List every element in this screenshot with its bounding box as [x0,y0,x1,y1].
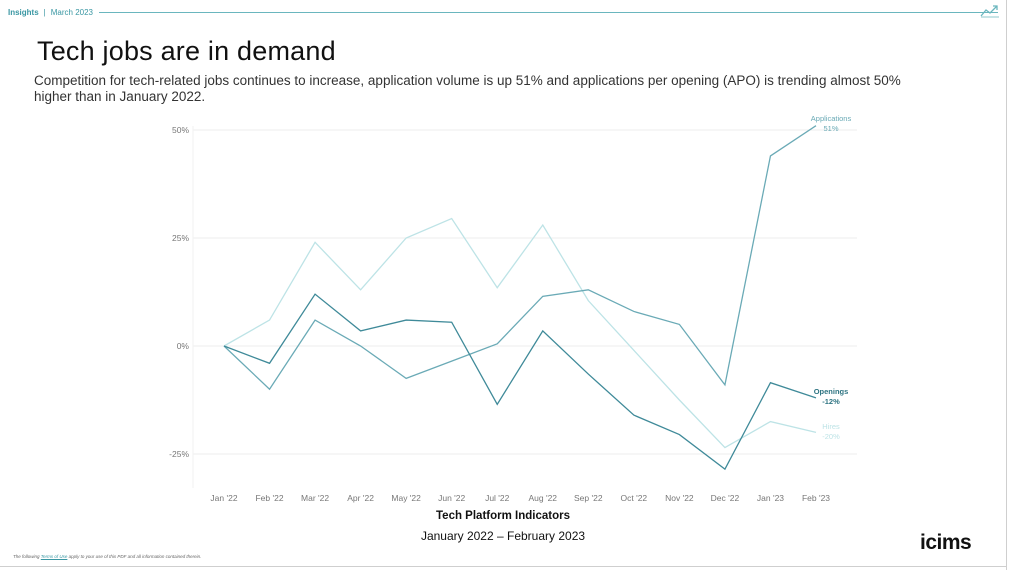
chart-subtitle: January 2022 – February 2023 [420,529,586,543]
header-separator: | [43,7,46,17]
chart-title: Tech Platform Indicators [436,510,570,522]
x-tick-label: Sep '22 [574,493,603,503]
footer-prefix: The following [13,554,40,559]
y-tick-label: 25% [172,233,189,243]
series-value-hires: -20% [822,432,840,441]
x-tick-label: Aug '22 [528,493,557,503]
x-tick-label: May '22 [391,493,421,503]
x-tick-label: Apr '22 [347,493,374,503]
brand-label: Insights [8,7,39,17]
series-line-openings [223,293,817,471]
frame-border-right [1006,0,1007,570]
terms-of-use-link[interactable]: Terms of Use [40,554,68,559]
icims-logo: icims [920,531,972,554]
footer-note: The following Terms of Use apply to your… [13,554,201,559]
line-chart: 50% 25% 0% -25% Jan '22 Feb '22 Mar '22 Apr '22… [169,114,857,503]
series-value-openings: -12% [822,397,840,406]
x-tick-label: Jul '22 [485,493,510,503]
series-line-applications [223,125,817,391]
page-title: Tech jobs are in demand [37,36,336,66]
y-tick-label: 0% [177,341,190,351]
x-tick-label: Jan '23 [757,493,784,503]
y-tick-label: 50% [172,125,189,135]
footer-suffix: apply to your use of this PDF and all in… [68,554,202,559]
header-rule [99,11,998,13]
series-label-openings: Openings [814,387,849,396]
page-subtitle: Competition for tech-related jobs contin… [34,73,901,104]
series-value-applications: 51% [823,124,838,133]
series-label-applications: Applications [811,114,852,123]
x-tick-label: Nov '22 [665,493,694,503]
x-tick-label: Feb '23 [802,493,830,503]
frame-border-bottom [0,566,1007,567]
y-tick-label: -25% [169,449,189,459]
series-label-hires: Hires [822,422,840,431]
top-header: Insights | March 2023 [8,6,998,18]
x-tick-label: Mar '22 [301,493,329,503]
x-tick-label: Dec '22 [711,493,740,503]
x-tick-label: Feb '22 [255,493,283,503]
x-tick-label: Jan '22 [210,493,237,503]
series-line-hires [223,217,817,449]
report-date: March 2023 [50,7,93,17]
x-tick-label: Oct '22 [621,493,648,503]
trend-line-icon [980,5,999,18]
x-tick-label: Jun '22 [438,493,465,503]
